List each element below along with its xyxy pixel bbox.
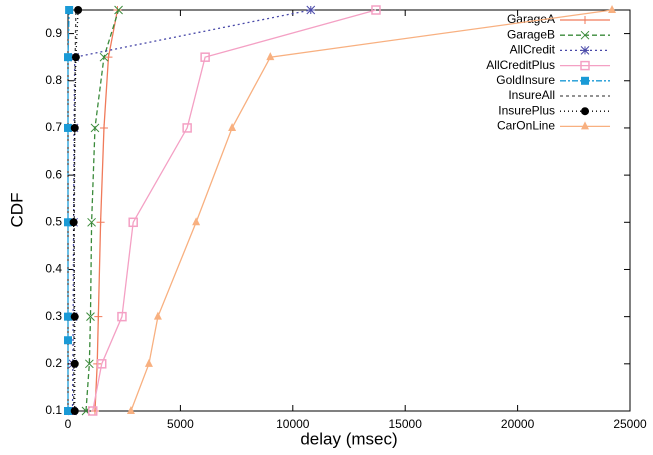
data-point xyxy=(64,53,72,62)
y-tick-label: 0.5 xyxy=(45,214,62,228)
data-point xyxy=(70,359,79,368)
y-tick-label: 0.4 xyxy=(45,262,62,276)
data-point xyxy=(70,123,79,132)
y-tick-label: 0.8 xyxy=(45,73,62,87)
legend-marker xyxy=(580,46,590,55)
data-point xyxy=(94,312,103,321)
legend-marker xyxy=(581,16,589,24)
legend-label: InsurePlus xyxy=(498,103,555,117)
data-point xyxy=(117,311,127,322)
data-point xyxy=(87,406,98,416)
x-tick-label: 20000 xyxy=(501,417,535,431)
data-point xyxy=(200,52,210,62)
y-tick-label: 0.6 xyxy=(45,167,62,181)
x-axis-title: delay (msec) xyxy=(300,429,397,448)
legend-label: GarageB xyxy=(507,27,555,41)
legend-label: AllCredit xyxy=(510,43,556,57)
data-point xyxy=(228,122,237,131)
y-tick-label: 0.7 xyxy=(45,120,62,134)
data-point xyxy=(153,311,162,320)
series-line xyxy=(67,9,70,411)
data-point xyxy=(87,217,96,227)
x-tick-label: 0 xyxy=(65,417,72,431)
data-point xyxy=(128,217,138,228)
data-point xyxy=(104,53,113,62)
y-tick-label: 0.1 xyxy=(45,403,62,417)
legend-label: AllCreditPlus xyxy=(486,58,555,72)
data-point xyxy=(90,123,100,133)
legend-marker xyxy=(581,121,589,130)
legend-marker xyxy=(580,30,590,40)
data-point xyxy=(371,5,381,15)
legend-label: CarOnLine xyxy=(497,119,555,133)
y-tick-label: 0.9 xyxy=(45,26,62,40)
data-point xyxy=(96,359,107,369)
data-point xyxy=(608,5,617,13)
data-point xyxy=(85,359,94,369)
data-point xyxy=(96,218,105,227)
data-point xyxy=(99,123,108,132)
data-point xyxy=(306,5,316,15)
y-tick-label: 0.2 xyxy=(45,356,62,370)
data-point xyxy=(126,406,135,414)
legend-marker xyxy=(581,76,589,85)
data-point xyxy=(266,52,275,61)
data-point xyxy=(90,407,99,415)
data-point xyxy=(64,336,72,345)
data-point xyxy=(192,217,201,226)
data-point xyxy=(70,312,79,321)
x-tick-label: 25000 xyxy=(613,417,647,431)
y-tick-label: 0.3 xyxy=(45,309,62,323)
data-point xyxy=(86,312,95,322)
legend-marker xyxy=(580,60,590,71)
data-point xyxy=(65,6,74,14)
data-point xyxy=(70,407,79,415)
series-line xyxy=(94,9,119,412)
series-line xyxy=(85,9,120,412)
data-point xyxy=(144,358,153,367)
legend-label: InsureAll xyxy=(508,88,555,102)
x-tick-label: 10000 xyxy=(276,417,310,431)
data-point xyxy=(64,218,72,227)
data-point xyxy=(69,218,78,227)
data-point xyxy=(99,52,109,62)
data-point xyxy=(74,6,83,14)
legend-label: GoldInsure xyxy=(496,73,555,87)
legend-marker xyxy=(581,107,589,116)
series-line xyxy=(92,9,377,412)
data-point xyxy=(64,123,72,132)
data-point xyxy=(71,53,80,62)
data-point xyxy=(64,407,72,415)
data-point xyxy=(64,312,72,321)
data-point xyxy=(182,123,192,133)
x-tick-label: 5000 xyxy=(167,417,194,431)
x-tick-label: 15000 xyxy=(389,417,423,431)
y-axis-title: CDF xyxy=(7,193,26,228)
data-point xyxy=(114,5,123,15)
